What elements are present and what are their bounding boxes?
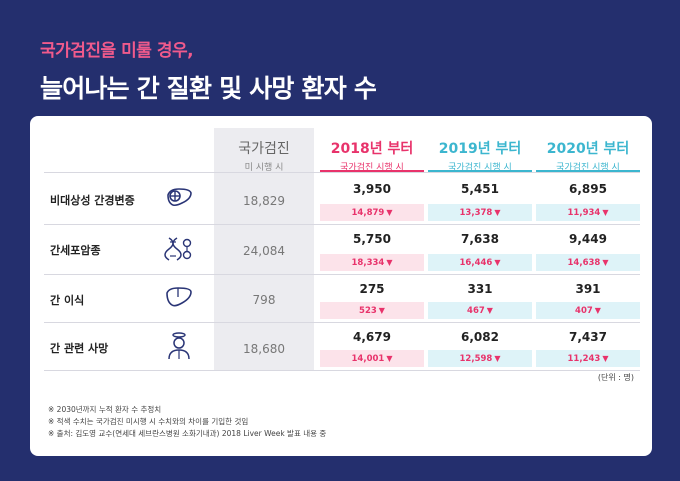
diff-2018: 523 ▼ [320,302,424,319]
row-divider [44,370,640,371]
value-2019: 6,082 [461,330,499,344]
value-2020: 6,895 [569,182,607,196]
value-2018: 275 [359,282,385,296]
row-divider [44,322,640,323]
down-arrow-icon: ▼ [602,258,609,267]
row-label-cirrhosis: 비대상성 간경변증 [50,194,135,207]
value-2018: 5,750 [353,232,391,246]
diff-2018: 18,334 ▼ [320,254,424,271]
diff-2019: 12,598 ▼ [428,350,532,367]
footnotes: ※ 2030년까지 누적 환자 수 추정치 ※ 적색 수치는 국가검진 미시행 … [48,404,326,440]
data-table-card: 국가검진 미 시행 시 2018년 부터 국가검진 시행 시 2019년 부터 … [30,116,652,456]
col-header-2018: 2018년 부터 국가검진 시행 시 [330,141,414,173]
row-divider [44,172,640,173]
value-2018: 4,679 [353,330,391,344]
footnote: ※ 출처: 김도영 교수(연세대 세브란스병원 소화기내과) 2018 Live… [48,429,327,438]
down-arrow-icon: ▼ [602,208,609,217]
value-2019: 7,638 [461,232,499,246]
down-arrow-icon: ▼ [602,354,609,363]
headline: 국가검진을 미룰 경우, 늘어나는 간 질환 및 사망 환자 수 [40,36,377,105]
row-divider [44,224,640,225]
down-arrow-icon: ▼ [494,258,501,267]
diff-2019: 13,378 ▼ [428,204,532,221]
diff-2020: 11,934 ▼ [536,204,640,221]
no-screening-value: 18,829 [243,194,285,208]
diff-2019: 467 ▼ [428,302,532,319]
value-2020: 9,449 [569,232,607,246]
down-arrow-icon: ▼ [494,208,501,217]
diff-2020: 11,243 ▼ [536,350,640,367]
row-label-death: 간 관련 사망 [50,342,109,355]
diff-2018: 14,879 ▼ [320,204,424,221]
col-underline-2020 [536,170,640,172]
value-2020: 7,437 [569,330,607,344]
down-arrow-icon: ▼ [594,306,601,315]
no-screening-value: 798 [252,293,276,307]
no-screening-value: 24,084 [243,244,285,258]
col-header-2020: 2020년 부터 국가검진 시행 시 [546,141,630,173]
angel-person-icon [168,332,190,360]
dna-cell-icon [164,237,192,261]
down-arrow-icon: ▼ [494,354,501,363]
row-label-hcc: 간세포암종 [50,244,101,257]
footnote: ※ 적색 수치는 국가검진 미시행 시 수치와의 차이를 기입한 것임 [48,417,249,426]
down-arrow-icon: ▼ [386,354,393,363]
down-arrow-icon: ▼ [486,306,493,315]
unit-label: (단위 : 명) [597,373,634,382]
diff-2020: 407 ▼ [536,302,640,319]
row-divider [44,274,640,275]
no-screening-value: 18,680 [243,342,285,356]
col-underline-2019 [428,170,532,172]
footnote: ※ 2030년까지 누적 환자 수 추정치 [48,405,162,414]
row-label-transplant: 간 이식 [50,294,85,307]
value-2020: 391 [575,282,601,296]
down-arrow-icon: ▼ [386,258,393,267]
col-header-2019: 2019년 부터 국가검진 시행 시 [438,141,522,173]
headline-main: 늘어나는 간 질환 및 사망 환자 수 [40,74,377,103]
col-header-no-screening: 국가검진 미 시행 시 [238,141,290,173]
liver-icon [166,287,192,307]
headline-sub: 국가검진을 미룰 경우, [40,41,194,61]
down-arrow-icon: ▼ [378,306,385,315]
value-2019: 331 [467,282,493,296]
value-2018: 3,950 [353,182,391,196]
col-underline-2018 [320,170,424,172]
diff-2019: 16,446 ▼ [428,254,532,271]
liver-cirrhosis-icon [167,188,192,207]
diff-2020: 14,638 ▼ [536,254,640,271]
diff-2018: 14,001 ▼ [320,350,424,367]
value-2019: 5,451 [461,182,499,196]
down-arrow-icon: ▼ [386,208,393,217]
no-screening-column-bg [214,128,314,370]
